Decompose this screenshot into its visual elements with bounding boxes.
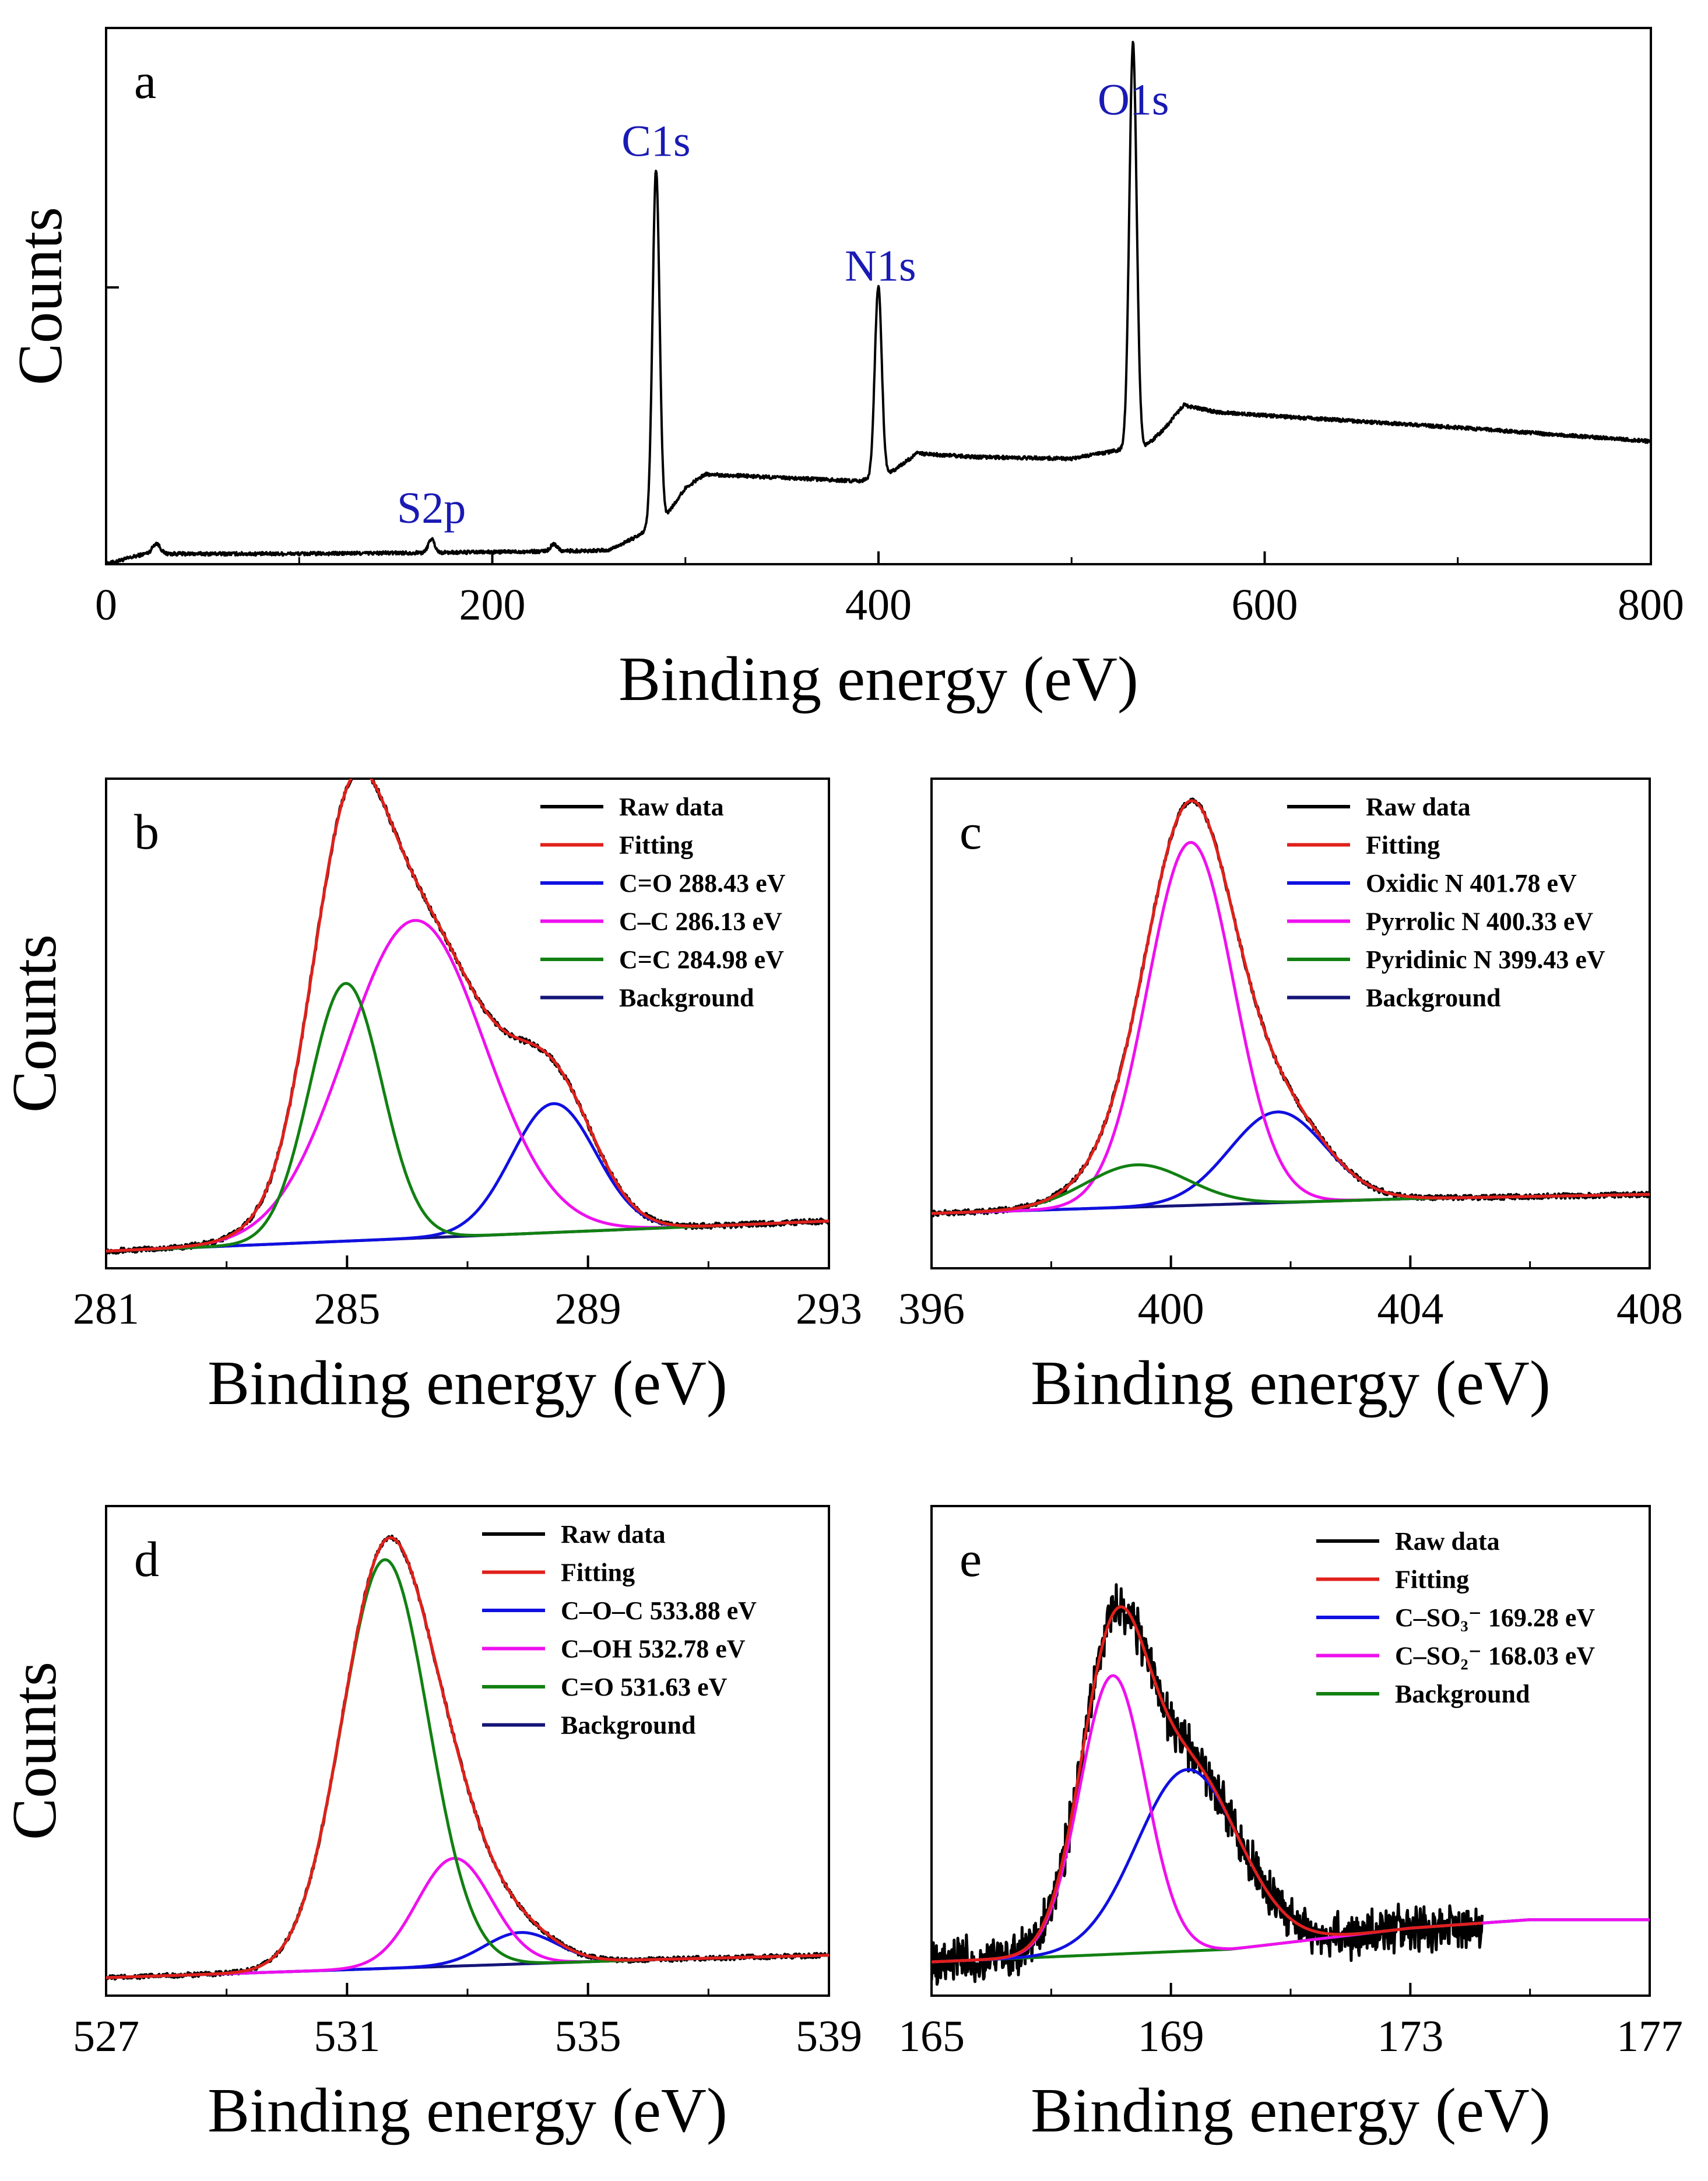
component-line-c-2 bbox=[932, 1163, 1650, 1215]
legend-label-d: C–OH 532.78 eV bbox=[561, 1635, 746, 1663]
fitting-line-e bbox=[932, 1605, 1482, 1964]
x-tick-label-b: 293 bbox=[796, 1285, 862, 1334]
panel-d: 527 531 535 539 Binding energy (eV) Counts d Ra… bbox=[0, 1505, 862, 2145]
plot-frame-d bbox=[105, 1505, 830, 1997]
peak-label-s2p: S2p bbox=[397, 484, 466, 533]
legend-b: Raw data Fitting C=O 288.43 eV C–C 286.13 e… bbox=[540, 793, 786, 1012]
legend-label-c: Pyrrolic N 400.33 eV bbox=[1366, 907, 1593, 936]
x-axis-title-c: Binding energy (eV) bbox=[1031, 1349, 1551, 1418]
raw-data-line-c bbox=[932, 797, 1650, 1218]
x-tick-label-d: 535 bbox=[555, 2012, 621, 2061]
legend-label-b: C–C 286.13 eV bbox=[619, 907, 782, 936]
component-line-b-0 bbox=[106, 1102, 829, 1253]
x-tick-label-e: 173 bbox=[1377, 2012, 1443, 2061]
legend-label-c: Oxidic N 401.78 eV bbox=[1366, 869, 1577, 898]
panel-label-b: b bbox=[134, 804, 159, 860]
legend-label-e: C–SO₃⁻ 169.28 eV bbox=[1395, 1603, 1595, 1632]
x-tick-label-e: 165 bbox=[898, 2012, 965, 2061]
panel-a: 0 200 400 600 800 Binding energy (eV) Counts a C… bbox=[6, 27, 1684, 714]
legend-label-b: Raw data bbox=[619, 793, 724, 821]
survey-spectrum-line bbox=[106, 41, 1651, 564]
legend-label-e: C–SO₂⁻ 168.03 eV bbox=[1395, 1642, 1595, 1670]
x-tick-label-e: 169 bbox=[1138, 2012, 1204, 2061]
panel-label-a: a bbox=[134, 53, 156, 109]
plot-frame-b bbox=[105, 778, 830, 1269]
legend-label-e: Background bbox=[1395, 1680, 1530, 1708]
x-tick-label-c: 408 bbox=[1616, 1285, 1683, 1334]
legend-label-c: Pyridinic N 399.43 eV bbox=[1366, 945, 1605, 974]
x-axis-title-b: Binding energy (eV) bbox=[208, 1349, 728, 1418]
peak-label-n1s: N1s bbox=[845, 241, 916, 290]
y-axis-title-d: Counts bbox=[0, 1662, 69, 1840]
legend-d: Raw data Fitting C–O–C 533.88 eV C–OH 532.7… bbox=[482, 1520, 757, 1740]
x-tick-label-a: 200 bbox=[459, 581, 526, 629]
legend-e: Raw data Fitting C–SO₃⁻ 169.28 eV C–SO₂⁻ 16… bbox=[1316, 1527, 1595, 1708]
x-tick-label-d: 539 bbox=[796, 2012, 862, 2061]
legend-label-d: Fitting bbox=[561, 1559, 635, 1587]
peak-label-c1s: C1s bbox=[621, 117, 690, 166]
x-tick-label-d: 527 bbox=[73, 2012, 139, 2061]
x-tick-label-c: 400 bbox=[1138, 1285, 1204, 1334]
panel-c: 396 400 404 408 Binding energy (eV) c Raw data… bbox=[898, 778, 1683, 1418]
x-axis-title-e: Binding energy (eV) bbox=[1031, 2076, 1551, 2145]
legend-label-d: C=O 531.63 eV bbox=[561, 1673, 728, 1701]
legend-label-b: Background bbox=[619, 984, 754, 1012]
panel-label-d: d bbox=[134, 1531, 159, 1587]
legend-label-e: Raw data bbox=[1395, 1527, 1500, 1556]
x-tick-label-e: 177 bbox=[1616, 2012, 1683, 2061]
panel-e: 165 169 173 177 Binding energy (eV) e Raw data… bbox=[898, 1505, 1683, 2145]
panel-label-e: e bbox=[960, 1531, 982, 1587]
panel-b: 281 285 289 293 Binding energy (eV) Counts b Ra… bbox=[0, 778, 862, 1418]
panel-label-c: c bbox=[960, 804, 982, 860]
plot-frame-e bbox=[930, 1505, 1651, 1997]
x-tick-label-b: 285 bbox=[314, 1285, 380, 1334]
x-tick-label-d: 531 bbox=[314, 2012, 380, 2061]
component-line-c-1 bbox=[932, 840, 1650, 1215]
y-axis-title-b: Counts bbox=[0, 934, 69, 1113]
legend-label-c: Fitting bbox=[1366, 831, 1440, 860]
component-line-e-1 bbox=[932, 1674, 1650, 1964]
legend-label-e: Fitting bbox=[1395, 1566, 1469, 1594]
legend-label-d: Background bbox=[561, 1711, 696, 1740]
x-tick-label-b: 289 bbox=[555, 1285, 621, 1334]
fitting-line-d bbox=[106, 1536, 829, 1979]
legend-label-b: Fitting bbox=[619, 831, 693, 860]
x-tick-label-c: 396 bbox=[898, 1285, 965, 1334]
legend-label-d: Raw data bbox=[561, 1520, 666, 1549]
x-tick-label-b: 281 bbox=[73, 1285, 139, 1334]
legend-label-b: C=O 288.43 eV bbox=[619, 869, 786, 898]
x-tick-label-c: 404 bbox=[1377, 1285, 1443, 1334]
legend-c: Raw data Fitting Oxidic N 401.78 eV Pyrroli… bbox=[1287, 793, 1605, 1012]
component-line-b-2 bbox=[106, 982, 829, 1253]
x-tick-label-a: 400 bbox=[845, 581, 912, 629]
y-axis-title-a: Counts bbox=[6, 207, 75, 385]
x-axis-title-d: Binding energy (eV) bbox=[208, 2076, 728, 2145]
x-axis-title-a: Binding energy (eV) bbox=[618, 645, 1138, 714]
x-tick-label-a: 600 bbox=[1232, 581, 1298, 629]
fitting-line-c bbox=[932, 799, 1650, 1215]
legend-label-c: Raw data bbox=[1366, 793, 1471, 821]
peak-label-o1s: O1s bbox=[1098, 75, 1169, 124]
legend-label-b: C=C 284.98 eV bbox=[619, 945, 784, 974]
x-tick-label-a: 0 bbox=[95, 581, 117, 629]
legend-label-c: Background bbox=[1366, 984, 1501, 1012]
fitting-line-b bbox=[106, 779, 829, 1253]
x-tick-label-a: 800 bbox=[1618, 581, 1684, 629]
legend-label-d: C–O–C 533.88 eV bbox=[561, 1596, 757, 1625]
